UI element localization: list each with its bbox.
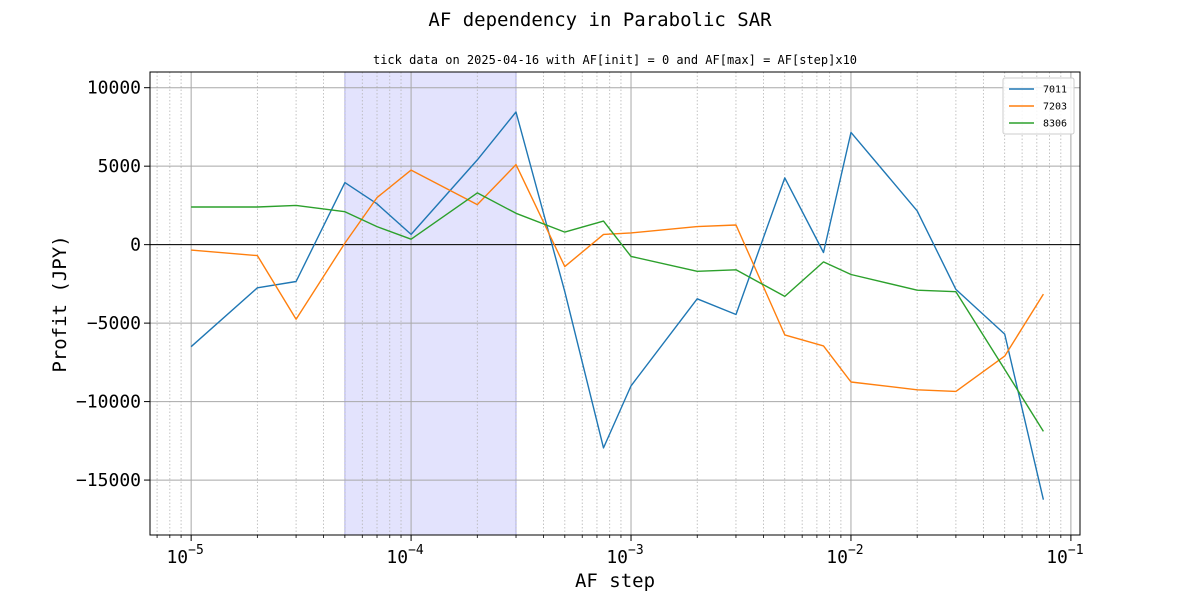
x-tick-label: 10−4 xyxy=(386,543,424,568)
tick-layer: 10−5 10−4 10−3 10−2 10−1 10000 5000 0 −5000 −1000… xyxy=(76,78,1084,568)
plot-frame xyxy=(149,71,1081,536)
highlight-span-layer xyxy=(344,71,517,536)
legend-label-7011: 7011 xyxy=(1043,85,1067,96)
x-tick-label: 10−1 xyxy=(1046,543,1083,568)
chart-subtitle: tick data on 2025-04-16 with AF[init] = … xyxy=(373,53,857,67)
y-tick-label: −15000 xyxy=(76,470,141,491)
x-tick-label: 10−2 xyxy=(826,543,863,568)
y-tick-label: 0 xyxy=(130,235,141,256)
y-axis-label: Profit (JPY) xyxy=(49,235,71,372)
legend-label-7203: 7203 xyxy=(1043,102,1067,113)
x-axis-label: AF step xyxy=(575,570,655,592)
legend-label-8306: 8306 xyxy=(1043,119,1067,130)
y-tick-label: 5000 xyxy=(98,156,141,177)
legend-box xyxy=(1002,77,1075,135)
x-tick-label: 10−3 xyxy=(606,543,643,568)
highlight-span xyxy=(344,71,517,536)
y-tick-label: −5000 xyxy=(87,313,141,334)
grid-layer xyxy=(150,72,1080,535)
legend: 7011 7203 8306 xyxy=(1002,77,1075,135)
chart-title: AF dependency in Parabolic SAR xyxy=(428,9,772,31)
y-tick-label: −10000 xyxy=(76,392,141,413)
series-line-7011 xyxy=(190,111,1045,500)
series-layer xyxy=(190,111,1045,500)
x-tick-label: 10−5 xyxy=(166,543,203,568)
y-tick-label: 10000 xyxy=(87,78,141,99)
series-line-7203 xyxy=(191,163,1044,393)
series-line-8306 xyxy=(191,192,1044,432)
